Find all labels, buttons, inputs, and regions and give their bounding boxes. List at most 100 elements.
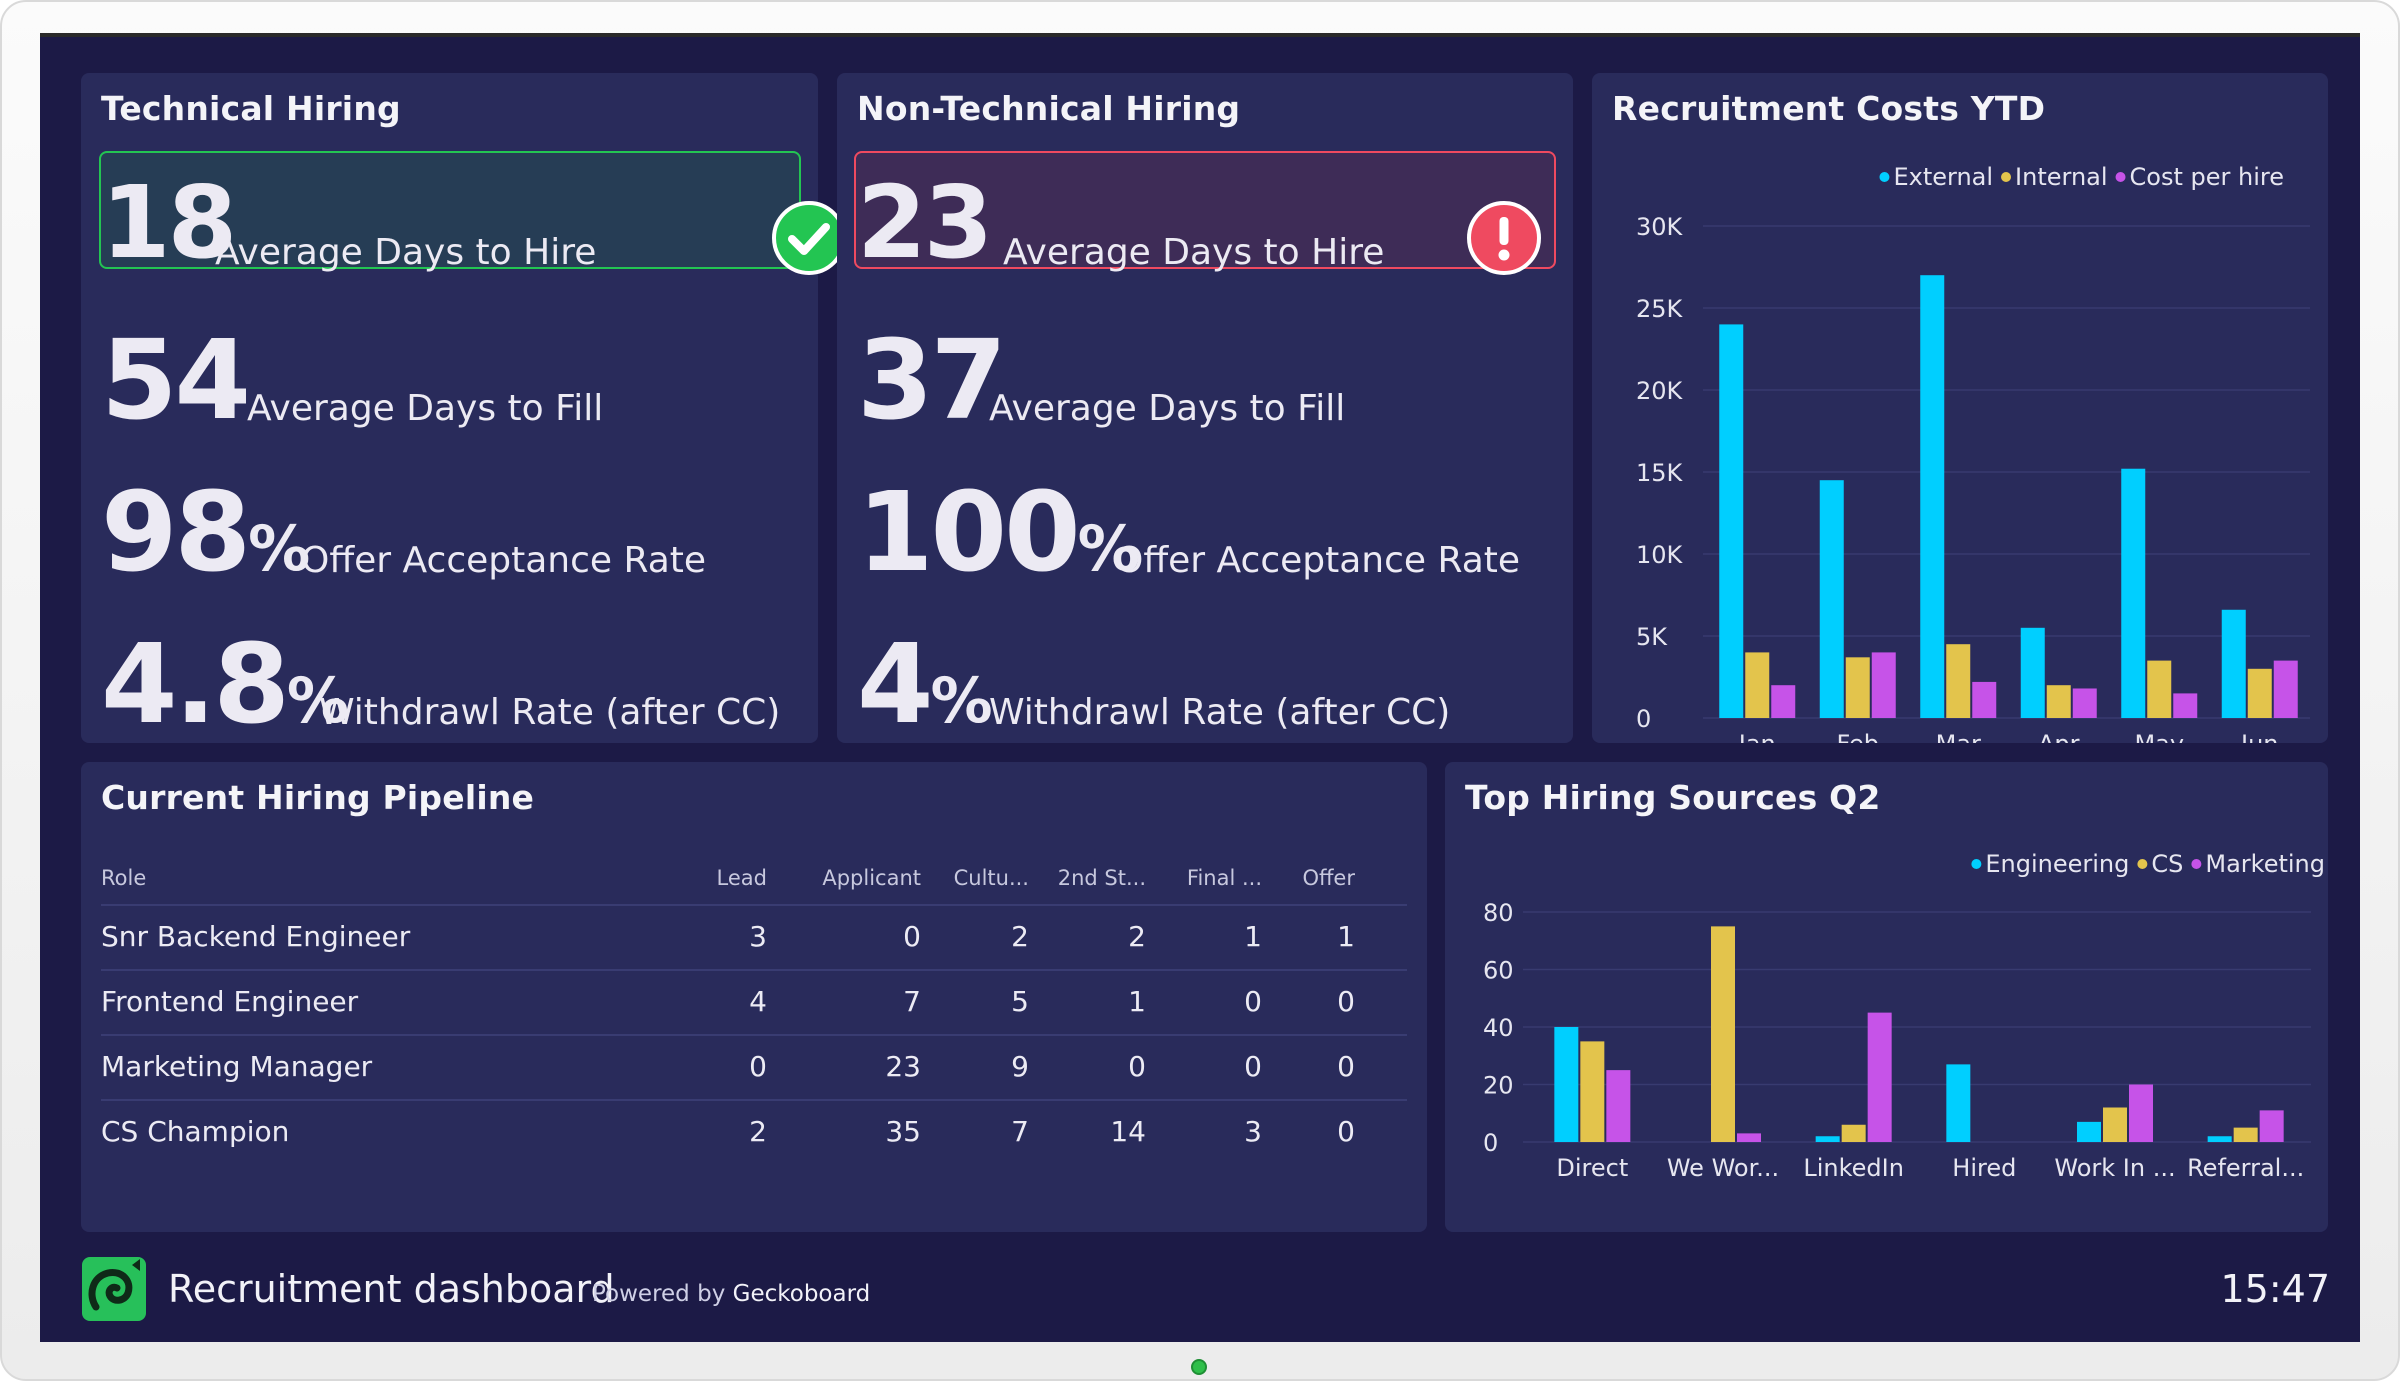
kpi-value: 98% [101, 477, 310, 587]
kpi-offer-acceptance: 100% Offer Acceptance Rate [857, 467, 1557, 587]
second-stage-cell: 1 [1128, 985, 1146, 1018]
culture-cell: 5 [1011, 985, 1029, 1018]
kpi-withdrawal: 4.8% Withdrawl Rate (after CC) [101, 619, 801, 739]
x-tick-label: Jan [1737, 730, 1776, 743]
column-header-role: Role [101, 866, 147, 890]
bar-internal [1946, 644, 1971, 718]
top-hiring-sources-panel: Top Hiring Sources Q2 0 20 40 60 80 Direct We … [1445, 762, 2328, 1232]
kpi-label: Withdrawl Rate (after CC) [989, 692, 1451, 733]
y-tick-label: 5K [1636, 623, 1668, 651]
bar-cost-per-hire [2273, 660, 2298, 718]
lead-cell: 0 [749, 1050, 767, 1083]
legend-label-marketing: Marketing [2205, 850, 2325, 878]
geckoboard-logo-icon [82, 1257, 146, 1321]
final-cell: 3 [1244, 1115, 1262, 1148]
percent-unit: % [930, 664, 993, 737]
x-tick-label: Hired [1952, 1154, 2016, 1182]
culture-cell: 7 [1011, 1115, 1029, 1148]
bar-marketing [1867, 1012, 1892, 1142]
y-tick-label: 0 [1636, 705, 1651, 733]
table-header: Role Lead Applicant Cultu... 2nd St... F… [101, 852, 1407, 906]
column-header-culture: Cultu... [953, 866, 1029, 890]
percent-unit: % [1077, 512, 1140, 585]
final-cell: 1 [1244, 920, 1262, 953]
role-cell: Frontend Engineer [101, 985, 359, 1018]
table-row: Frontend Engineer 4 7 5 1 0 0 [101, 971, 1407, 1036]
days-to-hire-highlight [99, 151, 801, 269]
legend-swatch-cs [2137, 859, 2148, 869]
bar-cost-per-hire [1972, 681, 1997, 718]
bar-external [2121, 468, 2146, 718]
panel-title: Current Hiring Pipeline [101, 778, 535, 817]
kpi-value: 4.8% [101, 629, 349, 739]
x-tick-label: May [2134, 730, 2184, 743]
chart-title: Top Hiring Sources Q2 [1465, 778, 1881, 817]
table-row: CS Champion 2 35 7 14 3 0 [101, 1101, 1407, 1166]
kpi-label: Average Days to Hire [1003, 232, 1385, 273]
table-row: Marketing Manager 0 23 9 0 0 0 [101, 1036, 1407, 1101]
legend-label-engineering: Engineering [1985, 850, 2129, 878]
column-header-lead: Lead [716, 866, 767, 890]
bar-marketing [2259, 1110, 2284, 1142]
panel-title: Non-Technical Hiring [857, 89, 1241, 128]
hiring-pipeline-panel: Current Hiring Pipeline Role Lead Applic… [81, 762, 1427, 1232]
legend-label-cost-per-hire: Cost per hire [2130, 163, 2284, 191]
kpi-days-to-fill: 37 Average Days to Fill [857, 315, 1557, 435]
y-tick-label: 10K [1636, 541, 1684, 569]
recruitment-costs-panel: Recruitment Costs YTD 0 5K 10K 15K 20K 25K 30K… [1592, 73, 2328, 743]
chart-title: Recruitment Costs YTD [1612, 89, 2046, 128]
legend-swatch-internal [2001, 172, 2012, 182]
bar-cs [1841, 1124, 1866, 1142]
kpi-value: 23 [857, 164, 993, 281]
bar-cost-per-hire [2072, 688, 2097, 718]
table-row: Snr Backend Engineer 3 0 2 2 1 1 [101, 906, 1407, 971]
y-tick-label: 80 [1483, 899, 1514, 927]
bar-cost-per-hire [1771, 685, 1796, 718]
kpi-label: Average Days to Fill [989, 388, 1346, 429]
kpi-days-to-hire: 18 Average Days to Hire [101, 159, 801, 279]
bar-engineering [1946, 1064, 1971, 1142]
clock: 15:47 [2220, 1267, 2330, 1311]
bar-cost-per-hire [1871, 652, 1896, 718]
kpi-label: Withdrawl Rate (after CC) [319, 692, 781, 733]
bar-marketing [1606, 1070, 1631, 1142]
y-tick-label: 15K [1636, 459, 1684, 487]
kpi-value: 18 [101, 164, 237, 281]
bar-internal [2247, 668, 2272, 718]
y-tick-label: 25K [1636, 295, 1684, 323]
second-stage-cell: 2 [1128, 920, 1146, 953]
kpi-days-to-hire: 23 Average Days to Hire [857, 159, 1557, 279]
dashboard-footer: Recruitment dashboard Powered by Geckobo… [40, 1237, 2360, 1337]
dashboard-screen: Technical Hiring 18 Average Days to Hire… [40, 33, 2360, 1342]
role-cell: Marketing Manager [101, 1050, 373, 1083]
bar-external [2221, 609, 2246, 718]
y-tick-label: 20K [1636, 377, 1684, 405]
kpi-label: Offer Acceptance Rate [301, 540, 707, 581]
second-stage-cell: 0 [1128, 1050, 1146, 1083]
percent-unit: % [248, 512, 310, 585]
applicant-cell: 7 [903, 985, 921, 1018]
culture-cell: 9 [1011, 1050, 1029, 1083]
final-cell: 0 [1244, 985, 1262, 1018]
bar-internal [1745, 652, 1770, 718]
powered-by-brand: Geckoboard [732, 1281, 871, 1307]
bar-external [1819, 480, 1844, 718]
dashboard-title: Recruitment dashboard [168, 1267, 615, 1311]
second-stage-cell: 14 [1110, 1115, 1146, 1148]
x-tick-label: Jun [2239, 730, 2279, 743]
pipeline-table: Role Lead Applicant Cultu... 2nd St... F… [101, 852, 1407, 1166]
applicant-cell: 23 [885, 1050, 921, 1083]
percent-unit: % [286, 664, 349, 737]
recruitment-costs-chart: 0 5K 10K 15K 20K 25K 30K Jan Feb Mar Apr May Jun Cost… [1636, 163, 2310, 743]
culture-cell: 2 [1011, 920, 1029, 953]
days-to-hire-highlight [854, 151, 1556, 269]
y-tick-label: 40 [1483, 1014, 1514, 1042]
offer-cell: 0 [1337, 1115, 1355, 1148]
kpi-withdrawal: 4% Withdrawl Rate (after CC) [857, 619, 1557, 739]
kpi-label: Average Days to Fill [247, 388, 604, 429]
legend-label-internal: Internal [2015, 163, 2108, 191]
final-cell: 0 [1244, 1050, 1262, 1083]
bar-external [1719, 324, 1744, 718]
legend-swatch-engineering [1971, 859, 1982, 869]
y-tick-label: 20 [1483, 1072, 1514, 1100]
